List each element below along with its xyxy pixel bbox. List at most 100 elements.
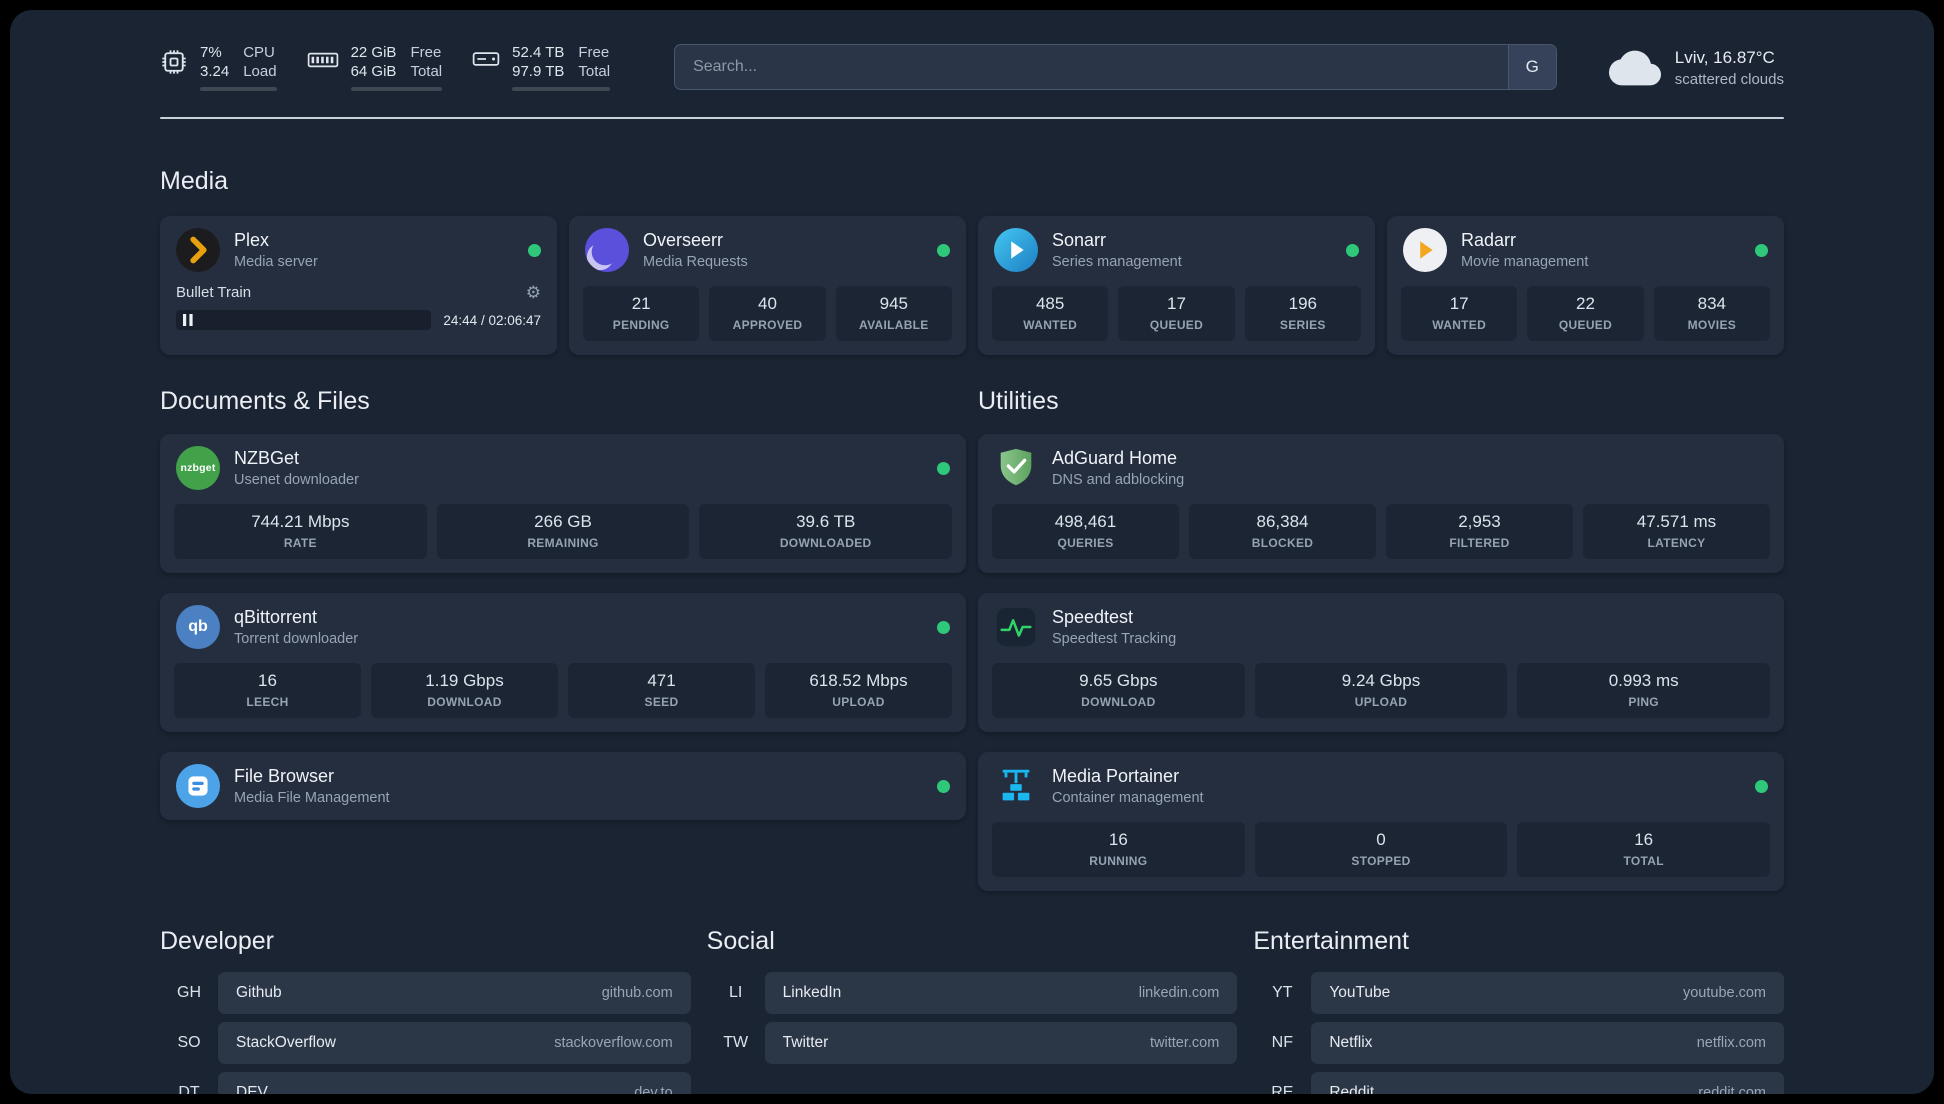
service-description: Torrent downloader (234, 631, 359, 647)
stat-value: 2,953 (1458, 512, 1501, 531)
bookmark-linkedin[interactable]: LI LinkedIn linkedin.com (707, 972, 1238, 1014)
stat-value: 1.19 Gbps (425, 671, 504, 690)
section-title-media: Media (160, 167, 229, 195)
sonarr-stats: 485 WANTED 17 QUEUED 196 SERIES (978, 284, 1375, 355)
status-dot (528, 243, 541, 257)
service-description: Speedtest Tracking (1052, 631, 1177, 647)
bookmark-group-entertainment: Entertainment YT YouTube youtube.com NF … (1253, 927, 1784, 1094)
disk-icon (472, 44, 500, 70)
stat-block: 196 SERIES (1244, 286, 1361, 341)
bookmark-url: stackoverflow.com (554, 1035, 673, 1051)
bookmark-abbr: NF (1271, 1034, 1293, 1051)
cpu-widget: 7% 3.24 CPU Load (160, 44, 277, 91)
bookmark-group-social: Social LI LinkedIn linkedin.com TW Twitt… (707, 927, 1238, 1072)
qbittorrent-header[interactable]: qb qBittorrent Torrent downloader (160, 593, 966, 661)
weather-widget: Lviv, 16.87°C scattered clouds (1608, 48, 1784, 88)
stat-label: TOTAL (1623, 854, 1664, 868)
service-card-adguard[interactable]: AdGuard Home DNS and adblocking 498,461 … (978, 434, 1784, 573)
speedtest-stats: 9.65 Gbps DOWNLOAD 9.24 Gbps UPLOAD 0.99… (978, 661, 1784, 732)
service-card-portainer[interactable]: Media Portainer Container management 16 … (978, 752, 1784, 891)
section-documents: Documents & Files nzbget NZBGet Usenet d… (160, 387, 966, 820)
bookmark-github[interactable]: GH Github github.com (160, 972, 691, 1014)
bookmark-twitter[interactable]: TW Twitter twitter.com (707, 1022, 1238, 1064)
bookmark-stackoverflow[interactable]: SO StackOverflow stackoverflow.com (160, 1022, 691, 1064)
adguard-icon (994, 446, 1038, 490)
memory-icon (307, 44, 339, 72)
radarr-header[interactable]: Radarr Movie management (1387, 216, 1784, 284)
stat-label: DOWNLOAD (1081, 695, 1156, 709)
stat-label: APPROVED (732, 318, 803, 332)
stat-label: SERIES (1279, 318, 1326, 332)
service-description: Usenet downloader (234, 472, 359, 488)
stat-block: 16 LEECH (174, 663, 361, 718)
stat-block: 21 PENDING (583, 286, 700, 341)
stat-block: 40 APPROVED (709, 286, 826, 341)
service-card-qbittorrent[interactable]: qb qBittorrent Torrent downloader 16 LEE… (160, 593, 966, 732)
cpu-percent: 7% (200, 44, 222, 61)
status-dot (937, 779, 950, 793)
service-card-speedtest[interactable]: Speedtest Speedtest Tracking 9.65 Gbps D… (978, 593, 1784, 732)
bookmark-youtube[interactable]: YT YouTube youtube.com (1253, 972, 1784, 1014)
bookmark-netflix[interactable]: NF Netflix netflix.com (1253, 1022, 1784, 1064)
service-card-plex[interactable]: Plex Media server Bullet Train ⚙ (160, 216, 557, 355)
service-card-sonarr[interactable]: Sonarr Series management 485 WANTED 17 Q… (978, 216, 1375, 355)
nzbget-icon: nzbget (176, 446, 220, 490)
stat-label: REMAINING (527, 536, 599, 550)
stat-label: DOWNLOAD (427, 695, 502, 709)
adguard-header[interactable]: AdGuard Home DNS and adblocking (978, 434, 1784, 502)
stat-block: 16 TOTAL (1517, 822, 1771, 877)
search-input[interactable] (675, 45, 1508, 89)
sonarr-header[interactable]: Sonarr Series management (978, 216, 1375, 284)
stat-value: 9.65 Gbps (1079, 671, 1158, 690)
stat-value: 0.993 ms (1608, 671, 1679, 690)
disk-free-value: 52.4 TB (512, 44, 565, 61)
pause-icon[interactable] (183, 314, 193, 326)
search-provider-button[interactable]: G (1507, 45, 1556, 89)
stat-value: 16 (1634, 830, 1654, 849)
section-title-documents: Documents & Files (160, 387, 370, 415)
stat-label: PENDING (612, 318, 670, 332)
speedtest-header[interactable]: Speedtest Speedtest Tracking (978, 593, 1784, 661)
bookmark-name: DEV (236, 1084, 268, 1094)
stat-label: MOVIES (1687, 318, 1737, 332)
memory-bar (350, 87, 443, 91)
stat-block: 471 SEED (568, 663, 755, 718)
service-card-overseerr[interactable]: Overseerr Media Requests 21 PENDING 40 A… (569, 216, 966, 355)
service-card-radarr[interactable]: Radarr Movie management 17 WANTED 22 QUE… (1387, 216, 1784, 355)
nzbget-header[interactable]: nzbget NZBGet Usenet downloader (160, 434, 966, 502)
portainer-header[interactable]: Media Portainer Container management (978, 752, 1784, 820)
stat-block: 16 RUNNING (992, 822, 1245, 877)
overseerr-header[interactable]: Overseerr Media Requests (569, 216, 966, 284)
service-description: Container management (1052, 790, 1204, 806)
stat-block: 9.65 Gbps DOWNLOAD (992, 663, 1245, 718)
playback-progress-bar[interactable] (176, 310, 432, 330)
service-name: AdGuard Home (1052, 448, 1178, 468)
filebrowser-header[interactable]: File Browser Media File Management (160, 752, 966, 820)
qbittorrent-stats: 16 LEECH 1.19 Gbps DOWNLOAD 471 SEED 6 (160, 661, 966, 732)
cpu-load-label: Load (243, 63, 277, 80)
plex-icon (176, 228, 220, 272)
bookmark-reddit[interactable]: RE Reddit reddit.com (1253, 1072, 1784, 1094)
bookmark-name: Twitter (782, 1034, 829, 1051)
disk-free-label: Free (578, 44, 610, 61)
memory-free-label: Free (410, 44, 442, 61)
stat-block: 0 STOPPED (1254, 822, 1508, 877)
service-card-filebrowser[interactable]: File Browser Media File Management (160, 752, 966, 820)
radarr-stats: 17 WANTED 22 QUEUED 834 MOVIES (1387, 284, 1784, 355)
stat-value: 86,384 (1256, 512, 1309, 531)
stat-block: 2,953 FILTERED (1386, 504, 1573, 559)
service-card-nzbget[interactable]: nzbget NZBGet Usenet downloader 744.21 M… (160, 434, 966, 573)
stat-block: 485 WANTED (992, 286, 1109, 341)
filebrowser-icon (176, 764, 220, 808)
stat-block: 86,384 BLOCKED (1189, 504, 1376, 559)
nzbget-stats: 744.21 Mbps RATE 266 GB REMAINING 39.6 T… (160, 502, 966, 573)
stat-label: UPLOAD (832, 695, 885, 709)
bookmark-group-title: Social (706, 927, 775, 955)
gear-icon[interactable]: ⚙ (525, 283, 541, 302)
qbittorrent-icon: qb (176, 605, 220, 649)
service-name: Overseerr (643, 230, 724, 250)
bookmark-name: YouTube (1329, 984, 1391, 1001)
bookmark-dev[interactable]: DT DEV dev.to (160, 1072, 691, 1094)
plex-now-playing: Bullet Train ⚙ 24:44 / 02:06:47 (160, 284, 557, 344)
plex-header[interactable]: Plex Media server (160, 216, 557, 284)
